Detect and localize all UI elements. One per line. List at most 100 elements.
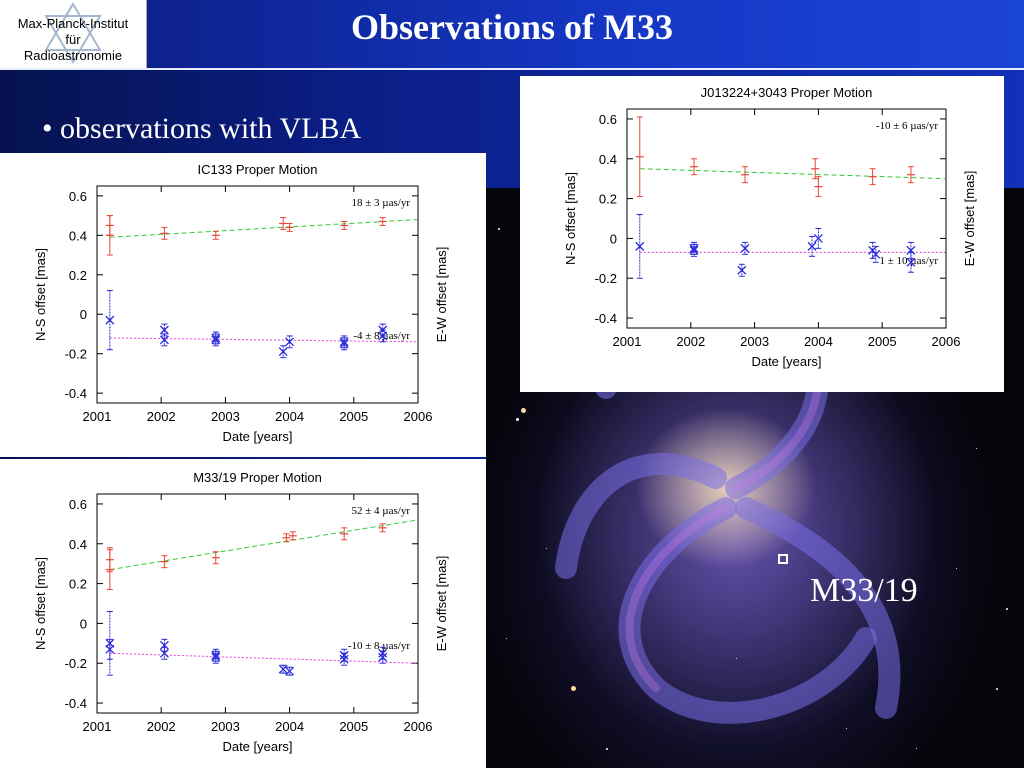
x-tick-label: 2005 bbox=[339, 719, 368, 734]
x-tick-label: 2006 bbox=[404, 719, 433, 734]
ew-data-point bbox=[105, 644, 115, 654]
star-6 bbox=[976, 448, 977, 449]
ew-data-point bbox=[906, 245, 916, 255]
x-tick-label: 2006 bbox=[404, 409, 433, 424]
x-tick-label: 2005 bbox=[868, 334, 897, 349]
ew-data-point bbox=[378, 331, 388, 341]
j013224-proper-motion-plot: 2001 2002 2003 2004 2005 2006 0.6 0.4 0.2 0 -0.2 -0… bbox=[520, 76, 1004, 392]
ew-data-point bbox=[339, 654, 349, 664]
x-tick-label: 2006 bbox=[932, 334, 961, 349]
y-tick-label: -0.2 bbox=[595, 271, 617, 286]
ns-fit-line bbox=[109, 519, 419, 571]
star-11 bbox=[996, 688, 998, 690]
x-tick-label: 2001 bbox=[83, 719, 112, 734]
chart-title: IC133 Proper Motion bbox=[198, 162, 318, 177]
y-tick-label: -0.2 bbox=[65, 347, 87, 362]
y-axis-label: N-S offset [mas] bbox=[563, 172, 578, 265]
star-15 bbox=[546, 548, 547, 549]
x-tick-label: 2003 bbox=[211, 719, 240, 734]
ew-data-point bbox=[278, 347, 288, 357]
y-axis-label-right: E-W offset [mas] bbox=[434, 556, 449, 652]
ew-data-point bbox=[807, 241, 817, 251]
ew-data-point bbox=[689, 245, 699, 255]
y-axis-label-right: E-W offset [mas] bbox=[434, 247, 449, 343]
ew-data-point bbox=[211, 335, 221, 345]
ew-data-point bbox=[635, 241, 645, 251]
y-tick-label: 0.2 bbox=[69, 268, 87, 283]
x-axis-label: Date [years] bbox=[751, 354, 821, 369]
y-tick-label: 0.6 bbox=[69, 189, 87, 204]
ew-data-point bbox=[813, 233, 823, 243]
x-tick-label: 2003 bbox=[740, 334, 769, 349]
y-tick-label: 0.2 bbox=[599, 192, 617, 207]
y-tick-label: 0.6 bbox=[599, 112, 617, 127]
plot-frame bbox=[96, 493, 419, 714]
chart-title: M33/19 Proper Motion bbox=[193, 470, 322, 485]
ew-rate-annotation: -10 ± 8 µas/yr bbox=[348, 640, 411, 652]
chart-title: J013224+3043 Proper Motion bbox=[701, 85, 873, 100]
bullet-dot-icon: • bbox=[42, 112, 61, 145]
y-tick-label: 0.4 bbox=[599, 152, 617, 167]
y-tick-label: -0.4 bbox=[595, 311, 617, 326]
x-tick-label: 2002 bbox=[147, 409, 176, 424]
y-tick-label: 0.2 bbox=[69, 577, 87, 592]
star-16 bbox=[956, 568, 957, 569]
x-tick-label: 2001 bbox=[83, 409, 112, 424]
y-tick-label: 0.6 bbox=[69, 497, 87, 512]
ew-fit-line bbox=[109, 652, 419, 664]
y-tick-label: -0.4 bbox=[65, 696, 87, 711]
ew-data-point bbox=[105, 315, 115, 325]
star-18 bbox=[606, 748, 608, 750]
star-0 bbox=[498, 228, 500, 230]
ew-data-point bbox=[285, 337, 295, 347]
star-10 bbox=[916, 748, 917, 749]
m33-19-proper-motion-plot: 2001 2002 2003 2004 2005 2006 0.6 0.4 0.2 0 -0.2 -0… bbox=[0, 459, 486, 768]
x-axis-label: Date [years] bbox=[222, 739, 292, 754]
ew-data-point bbox=[871, 249, 881, 259]
ew-data-point bbox=[159, 640, 169, 650]
y-tick-label: 0 bbox=[80, 307, 87, 322]
logo-line-3: Radioastronomie bbox=[23, 48, 123, 63]
y-tick-label: -0.4 bbox=[65, 386, 87, 401]
ew-data-point bbox=[159, 648, 169, 658]
star-9 bbox=[571, 686, 576, 691]
ew-data-point bbox=[159, 325, 169, 335]
plot-frame bbox=[96, 185, 419, 404]
x-tick-label: 2001 bbox=[613, 334, 642, 349]
star-8 bbox=[506, 638, 507, 639]
bullet-text: observations with VLBA bbox=[60, 112, 362, 145]
logo-emblem-icon bbox=[44, 2, 102, 64]
ew-data-point bbox=[737, 265, 747, 275]
logo-line-2: für bbox=[65, 32, 81, 47]
ew-data-point bbox=[378, 652, 388, 662]
y-tick-label: 0 bbox=[80, 616, 87, 631]
ew-data-point bbox=[339, 339, 349, 349]
ew-data-point bbox=[278, 664, 288, 674]
y-axis-label: N-S offset [mas] bbox=[33, 557, 48, 650]
logo-text: Max-Planck-Institut für Radioastronomie bbox=[0, 16, 146, 64]
ns-rate-annotation: -10 ± 6 µas/yr bbox=[876, 120, 939, 132]
x-tick-label: 2005 bbox=[339, 409, 368, 424]
ns-rate-annotation: 18 ± 3 µas/yr bbox=[351, 197, 410, 209]
ew-data-point bbox=[285, 666, 295, 676]
ic133-chart-svg: 2001 2002 2003 2004 2005 2006 0.6 0.4 0.2 0 -0.2 -0… bbox=[33, 162, 449, 444]
y-axis-label-right: E-W offset [mas] bbox=[962, 171, 977, 267]
m33-19-label: M33/19 bbox=[810, 572, 918, 609]
slide-title: Observations of M33 bbox=[351, 7, 673, 47]
star-19 bbox=[736, 658, 737, 659]
x-tick-label: 2004 bbox=[804, 334, 833, 349]
ew-fit-line bbox=[109, 337, 419, 343]
bullet-item: • observations with VLBA bbox=[42, 112, 361, 146]
plot-frame bbox=[626, 108, 947, 329]
y-tick-label: 0.4 bbox=[69, 228, 87, 243]
ns-fit-line bbox=[639, 168, 947, 180]
ew-data-point bbox=[159, 335, 169, 345]
ew-data-point bbox=[740, 243, 750, 253]
j013224-chart-svg: 2001 2002 2003 2004 2005 2006 0.6 0.4 0.2 0 -0.2 -0… bbox=[563, 85, 977, 369]
logo-line-1: Max-Planck-Institut bbox=[17, 16, 129, 31]
star-4 bbox=[516, 418, 519, 421]
ns-fit-line bbox=[109, 219, 419, 238]
star-7 bbox=[1006, 608, 1008, 610]
ic133-proper-motion-plot: 2001 2002 2003 2004 2005 2006 0.6 0.4 0.2 0 -0.2 -0… bbox=[0, 153, 486, 457]
m33-19-chart-svg: 2001 2002 2003 2004 2005 2006 0.6 0.4 0.2 0 -0.2 -0… bbox=[33, 470, 449, 754]
